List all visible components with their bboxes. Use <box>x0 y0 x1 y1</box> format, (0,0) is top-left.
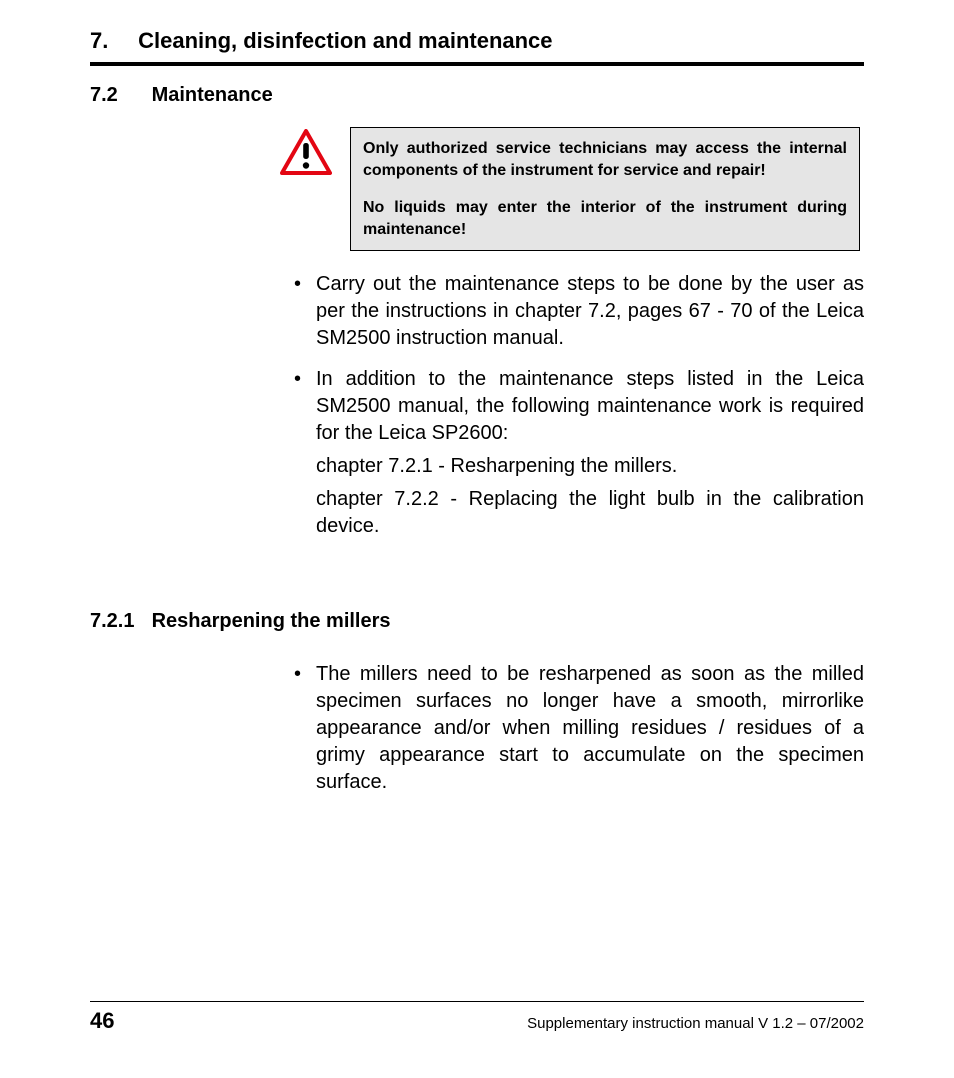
chapter-title: Cleaning, disinfection and maintenance <box>138 28 552 53</box>
list-item-text: Carry out the maintenance steps to be do… <box>316 273 864 349</box>
section-number: 7.2 <box>90 84 146 107</box>
section-title: Maintenance <box>152 84 273 106</box>
warning-box: Only authorized service technicians may … <box>350 127 860 251</box>
list-item-text: In addition to the maintenance steps lis… <box>316 368 864 444</box>
section-heading: 7.2 Maintenance <box>90 84 864 107</box>
chapter-number: 7. <box>90 28 132 54</box>
list-item: The millers need to be resharpened as so… <box>290 661 864 796</box>
page-number: 46 <box>90 1008 114 1034</box>
list-item-cont: chapter 7.2.2 - Replacing the light bulb… <box>316 486 864 540</box>
page-footer: 46 Supplementary instruction manual V 1.… <box>90 1001 864 1034</box>
warning-text-1: Only authorized service technicians may … <box>363 138 847 181</box>
warning-text-2: No liquids may enter the interior of the… <box>363 197 847 240</box>
maintenance-list: Carry out the maintenance steps to be do… <box>290 271 864 540</box>
subsection-heading: 7.2.1 Resharpening the millers <box>90 610 864 633</box>
list-item-cont: chapter 7.2.1 - Resharpening the millers… <box>316 453 864 480</box>
chapter-heading: 7. Cleaning, disinfection and maintenanc… <box>90 28 864 62</box>
resharpening-list: The millers need to be resharpened as so… <box>290 661 864 796</box>
subsection-title: Resharpening the millers <box>152 610 391 632</box>
subsection-number: 7.2.1 <box>90 610 146 633</box>
footer-rule <box>90 1001 864 1002</box>
warning-icon <box>280 129 332 175</box>
list-item-text: The millers need to be resharpened as so… <box>316 663 864 793</box>
list-item: Carry out the maintenance steps to be do… <box>290 271 864 352</box>
warning-block: Only authorized service technicians may … <box>280 127 864 251</box>
heading-rule <box>90 62 864 66</box>
list-item: In addition to the maintenance steps lis… <box>290 366 864 540</box>
footer-text: Supplementary instruction manual V 1.2 –… <box>527 1015 864 1032</box>
